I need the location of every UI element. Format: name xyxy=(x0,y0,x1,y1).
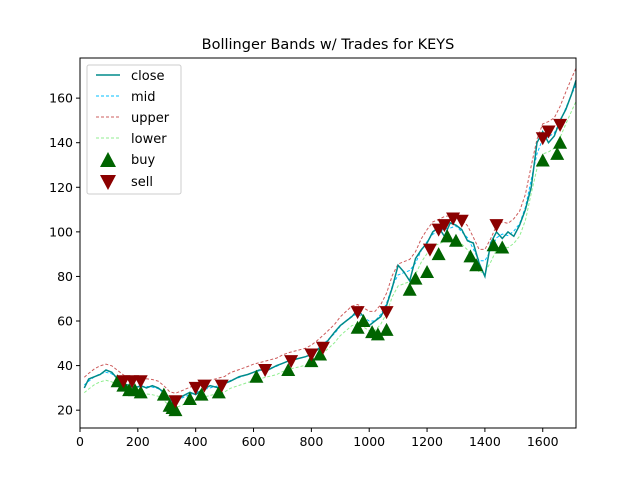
sell-marker xyxy=(350,306,365,320)
buy-marker xyxy=(463,249,478,263)
legend: close mid upper lower buy sell xyxy=(86,64,182,195)
buy-marker xyxy=(182,392,197,406)
buy-marker xyxy=(408,271,423,285)
buy-marker xyxy=(211,385,226,399)
sell-marker xyxy=(304,348,319,362)
y-tick-label: 60 xyxy=(57,314,73,329)
legend-buy-marker xyxy=(100,152,116,167)
x-tick-label: 200 xyxy=(126,434,150,449)
y-tick-label: 120 xyxy=(49,180,73,195)
sell-marker xyxy=(553,118,568,132)
x-tick-label: 600 xyxy=(242,434,266,449)
y-tick-label: 80 xyxy=(57,269,73,284)
plot-area xyxy=(83,67,577,417)
sell-marker xyxy=(133,375,148,389)
buy-marker xyxy=(448,233,463,247)
sell-marker xyxy=(437,219,452,233)
y-tick-label: 100 xyxy=(49,224,73,239)
buy-marker xyxy=(495,240,510,254)
buy-marker xyxy=(402,282,417,296)
buy-marker xyxy=(370,327,385,341)
chart-title: Bollinger Bands w/ Trades for KEYS xyxy=(202,37,455,53)
legend-sell-label: sell xyxy=(131,175,153,190)
sell-marker xyxy=(489,219,504,233)
x-tick-label: 0 xyxy=(76,434,84,449)
sell-marker xyxy=(454,214,469,228)
x-tick-label: 1400 xyxy=(469,434,501,449)
sell-marker xyxy=(214,379,229,393)
sell-marker xyxy=(197,379,212,393)
buy-marker xyxy=(133,385,148,399)
axes: 0 200 400 600 800 1000 1200 1400 1600 20 40 60 80 100… xyxy=(49,91,559,449)
buy-marker xyxy=(550,146,565,160)
x-tick-label: 1600 xyxy=(527,434,559,449)
buy-marker xyxy=(553,135,568,149)
buy-marker xyxy=(420,264,435,278)
legend-lower-label: lower xyxy=(131,132,167,147)
legend-mid-label: mid xyxy=(131,90,156,105)
x-tick-label: 400 xyxy=(184,434,208,449)
sell-marker xyxy=(315,341,330,355)
buy-marker xyxy=(281,363,296,377)
buy-marker xyxy=(469,258,484,272)
sell-marker xyxy=(541,125,556,139)
sell-marker xyxy=(422,243,437,257)
buy-marker xyxy=(486,238,501,252)
axes-frame xyxy=(79,57,577,429)
sell-marker xyxy=(535,132,550,146)
close-line xyxy=(83,80,577,407)
sell-marker xyxy=(258,364,273,378)
buy-marker xyxy=(431,247,446,261)
x-tick-label: 1000 xyxy=(353,434,385,449)
sell-marker xyxy=(188,381,203,395)
y-tick-label: 140 xyxy=(49,135,73,150)
legend-close-label: close xyxy=(131,69,164,84)
x-tick-label: 1200 xyxy=(411,434,443,449)
buy-marker xyxy=(535,153,550,167)
legend-sell-marker xyxy=(100,175,116,190)
buy-marker xyxy=(156,387,171,401)
buy-marker xyxy=(194,387,209,401)
legend-upper-label: upper xyxy=(131,111,170,126)
y-tick-label: 160 xyxy=(49,91,73,106)
y-tick-label: 40 xyxy=(57,358,73,373)
y-tick-label: 20 xyxy=(57,403,73,418)
buy-marker xyxy=(313,347,328,361)
sell-marker xyxy=(379,306,394,320)
buy-marker xyxy=(440,229,455,243)
buy-marker xyxy=(356,314,371,328)
sell-marker xyxy=(168,395,183,409)
legend-buy-label: buy xyxy=(131,153,155,168)
buy-marker xyxy=(379,322,394,336)
buy-marker xyxy=(249,369,264,383)
x-tick-label: 800 xyxy=(299,434,323,449)
buy-marker xyxy=(168,403,183,417)
buy-marker xyxy=(350,320,365,334)
sell-marker xyxy=(284,355,299,369)
